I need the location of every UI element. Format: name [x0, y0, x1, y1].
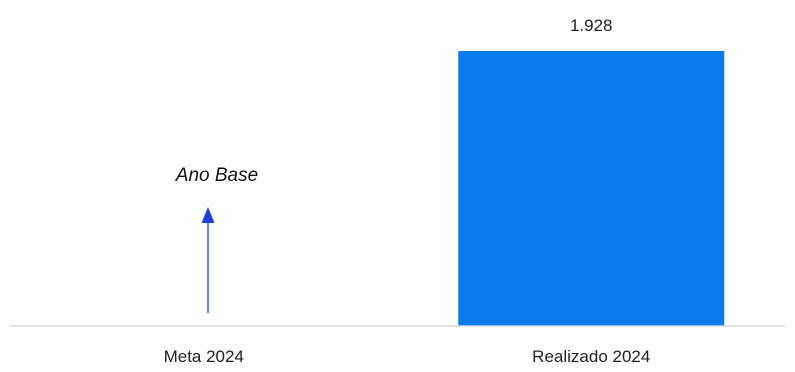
data-label-realizado-2024: 1.928	[570, 16, 613, 35]
bar-realizado-2024	[458, 51, 725, 326]
annotation-ano-base: Ano Base	[175, 165, 258, 186]
annotation-layer: Ano Base	[175, 165, 258, 313]
up-arrow-head	[201, 207, 215, 223]
x-tick-label-realizado-2024: Realizado 2024	[532, 347, 650, 366]
labels-layer: Meta 2024 1.928 Realizado 2024	[164, 16, 651, 366]
x-tick-label-meta-2024: Meta 2024	[164, 347, 244, 366]
bars-layer	[458, 51, 725, 326]
